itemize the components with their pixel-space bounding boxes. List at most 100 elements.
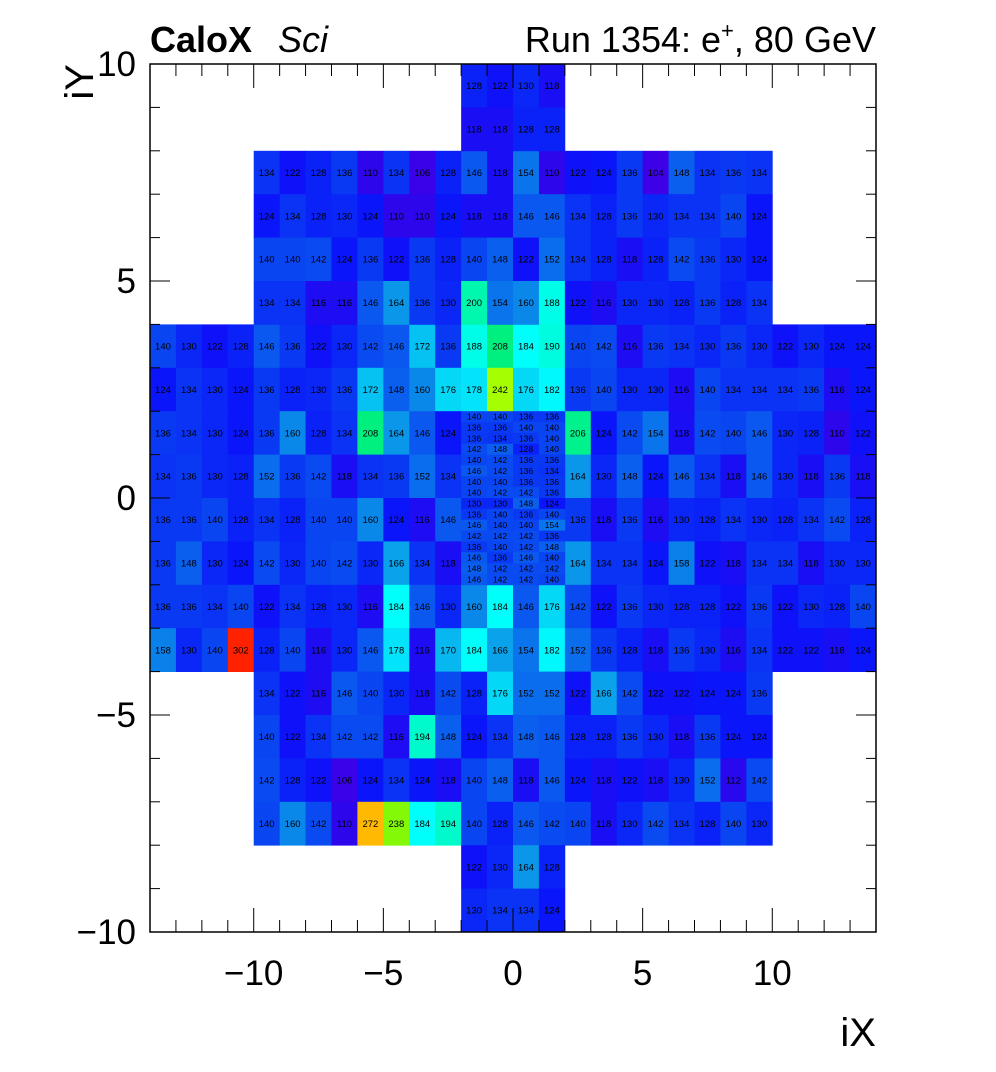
cell-value-label: 122 [700, 559, 716, 570]
heatmap-cell [461, 758, 488, 803]
cell-value-label: 140 [545, 574, 559, 584]
heatmap-cell [590, 758, 618, 803]
cell-value-label: 142 [259, 776, 275, 787]
heatmap-cell [564, 628, 592, 672]
heatmap-cell [513, 541, 540, 553]
run-suffix: , 80 GeV [734, 19, 876, 60]
cell-value-label: 136 [467, 423, 481, 433]
cell-value-label: 116 [363, 602, 378, 613]
cell-value-label: 128 [518, 125, 534, 136]
cell-value-label: 124 [648, 559, 664, 570]
heatmap-cell [383, 281, 410, 325]
cell-value-label: 130 [648, 602, 664, 613]
heatmap-cell [305, 367, 332, 412]
heatmap-cell [772, 541, 799, 586]
cell-value-label: 142 [493, 466, 507, 476]
heatmap-cell [616, 671, 644, 716]
heatmap-cell [513, 194, 540, 238]
heatmap-cell [331, 715, 358, 759]
heatmap-cell [487, 758, 514, 803]
heatmap-cell [538, 194, 566, 238]
cell-value-label: 148 [440, 732, 456, 743]
cell-value-label: 142 [648, 819, 664, 830]
heatmap-cell [616, 454, 644, 499]
cell-value-label: 148 [493, 444, 507, 454]
cell-value-label: 182 [544, 645, 560, 656]
cell-value-label: 118 [441, 559, 456, 570]
cell-value-label: 140 [466, 776, 482, 787]
cell-value-label: 128 [233, 342, 249, 353]
cell-value-label: 136 [467, 433, 481, 443]
cell-value-label: 124 [545, 498, 559, 508]
heatmap-cell [435, 801, 462, 846]
heatmap-cell [279, 411, 306, 455]
heatmap-cell [331, 584, 358, 629]
heatmap-cell [590, 367, 618, 412]
heatmap-cell [798, 541, 825, 586]
cell-value-label: 164 [388, 298, 404, 309]
cell-value-label: 136 [596, 645, 612, 656]
heatmap-cell [564, 411, 592, 455]
cell-value-label: 142 [311, 472, 327, 483]
heatmap-cell [175, 628, 203, 672]
heatmap-cell [201, 628, 229, 672]
heatmap-cell [461, 237, 488, 282]
cell-value-label: 128 [570, 732, 586, 743]
heatmap-cell [538, 454, 566, 466]
cell-value-label: 148 [492, 776, 508, 787]
cell-value-label: 142 [544, 819, 560, 830]
heatmap-cell [538, 64, 566, 108]
cell-value-label: 142 [493, 531, 507, 541]
heatmap-cell [201, 411, 229, 455]
heatmap-cell [642, 454, 669, 499]
cell-value-label: 184 [466, 645, 482, 656]
heatmap-cell [487, 194, 514, 238]
cell-value-label: 118 [415, 689, 430, 700]
cell-value-label: 136 [519, 412, 533, 422]
cell-value-label: 140 [545, 423, 559, 433]
x-tick-label: −10 [224, 954, 283, 993]
cell-value-label: 116 [311, 689, 326, 700]
heatmap-cell [383, 454, 410, 499]
heatmap-cell [590, 541, 618, 586]
cell-value-label: 128 [596, 255, 612, 266]
heatmap-cell [720, 367, 747, 412]
heatmap-cell [538, 845, 566, 889]
heatmap-cell [331, 281, 358, 325]
cell-value-label: 176 [518, 385, 534, 396]
cell-value-label: 124 [362, 211, 378, 222]
cell-value-label: 136 [751, 602, 767, 613]
heatmap-cell [331, 150, 358, 195]
cell-value-label: 128 [311, 602, 327, 613]
cell-value-label: 136 [519, 433, 533, 443]
heatmap-cell [746, 671, 773, 716]
cell-value-label: 128 [311, 168, 327, 179]
cell-value-label: 148 [519, 498, 533, 508]
heatmap-cell [461, 552, 488, 564]
heatmap-cell [513, 487, 540, 499]
heatmap-cell [538, 411, 566, 423]
heatmap-cell [538, 888, 566, 933]
cell-value-label: 134 [337, 428, 353, 439]
cell-value-label: 154 [518, 645, 534, 656]
cell-value-label: 122 [674, 689, 690, 700]
heatmap-cell [513, 367, 540, 412]
heatmap-cell [668, 367, 695, 412]
heatmap-cell [668, 498, 695, 542]
cell-value-label: 124 [233, 559, 249, 570]
heatmap-cell [461, 324, 488, 369]
heatmap-cell [461, 628, 488, 672]
heatmap-cell [487, 628, 514, 672]
cell-value-label: 152 [544, 689, 560, 700]
heatmap-cell [824, 628, 851, 672]
cell-value-label: 130 [622, 819, 638, 830]
heatmap-cell [798, 454, 825, 499]
cell-value-label: 140 [285, 255, 301, 266]
cell-value-label: 130 [648, 211, 664, 222]
heatmap-cell [150, 324, 177, 369]
cell-value-label: 130 [440, 602, 456, 613]
heatmap-cell [590, 801, 618, 846]
heatmap-cell [201, 498, 229, 542]
cell-value-label: 140 [700, 385, 716, 396]
heatmap-cell [253, 671, 281, 716]
